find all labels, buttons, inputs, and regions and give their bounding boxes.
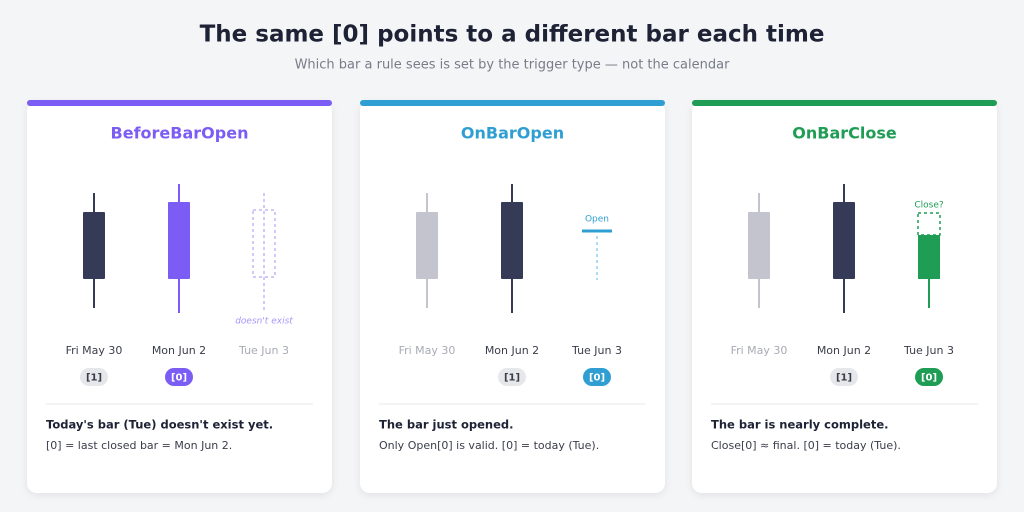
badge-label: [0] bbox=[589, 373, 605, 384]
badge bbox=[498, 368, 526, 386]
badge-label: [0] bbox=[171, 373, 187, 384]
candle-body bbox=[416, 212, 438, 279]
candle-body bbox=[833, 202, 855, 279]
date-label: Tue Jun 3 bbox=[238, 344, 289, 357]
card-title: OnBarOpen bbox=[461, 124, 564, 143]
subtitle: Which bar a rule sees is set by the trig… bbox=[295, 58, 730, 73]
candle-body bbox=[168, 202, 190, 279]
card-accent bbox=[360, 100, 665, 106]
card-body: Only Open[0] is valid. [0] = today (Tue)… bbox=[379, 439, 599, 452]
badge bbox=[830, 368, 858, 386]
badge bbox=[80, 368, 108, 386]
badge-label: [1] bbox=[86, 373, 102, 384]
annotation: doesn't exist bbox=[235, 317, 293, 327]
card-accent bbox=[692, 100, 997, 106]
title: The same [0] points to a different bar e… bbox=[200, 22, 825, 48]
date-label: Mon Jun 2 bbox=[485, 344, 539, 357]
date-label: Fri May 30 bbox=[399, 344, 456, 357]
date-label: Tue Jun 3 bbox=[903, 344, 954, 357]
card-accent bbox=[27, 100, 332, 106]
date-label: Mon Jun 2 bbox=[817, 344, 871, 357]
card-heading: Today's bar (Tue) doesn't exist yet. bbox=[46, 418, 273, 432]
card-body: Close[0] ≈ final. [0] = today (Tue). bbox=[711, 439, 901, 452]
candle-body bbox=[83, 212, 105, 279]
annotation: Close? bbox=[914, 201, 944, 211]
card-heading: The bar is nearly complete. bbox=[711, 418, 889, 432]
date-label: Fri May 30 bbox=[731, 344, 788, 357]
ghost-body bbox=[252, 209, 276, 278]
card-title: BeforeBarOpen bbox=[111, 124, 249, 143]
date-label: Tue Jun 3 bbox=[571, 344, 622, 357]
badge-label: [0] bbox=[921, 373, 937, 384]
badge-label: [1] bbox=[836, 373, 852, 384]
candle-body bbox=[748, 212, 770, 279]
badge-label: [1] bbox=[504, 373, 520, 384]
badge bbox=[583, 368, 611, 386]
annotation: Open bbox=[585, 215, 609, 225]
badge bbox=[165, 368, 193, 386]
badge bbox=[915, 368, 943, 386]
date-label: Fri May 30 bbox=[66, 344, 123, 357]
card-heading: The bar just opened. bbox=[379, 418, 514, 432]
candle-body bbox=[501, 202, 523, 279]
date-label: Mon Jun 2 bbox=[152, 344, 206, 357]
card-title: OnBarClose bbox=[792, 124, 897, 143]
candle-body bbox=[918, 235, 940, 279]
card-body: [0] = last closed bar = Mon Jun 2. bbox=[46, 439, 232, 452]
